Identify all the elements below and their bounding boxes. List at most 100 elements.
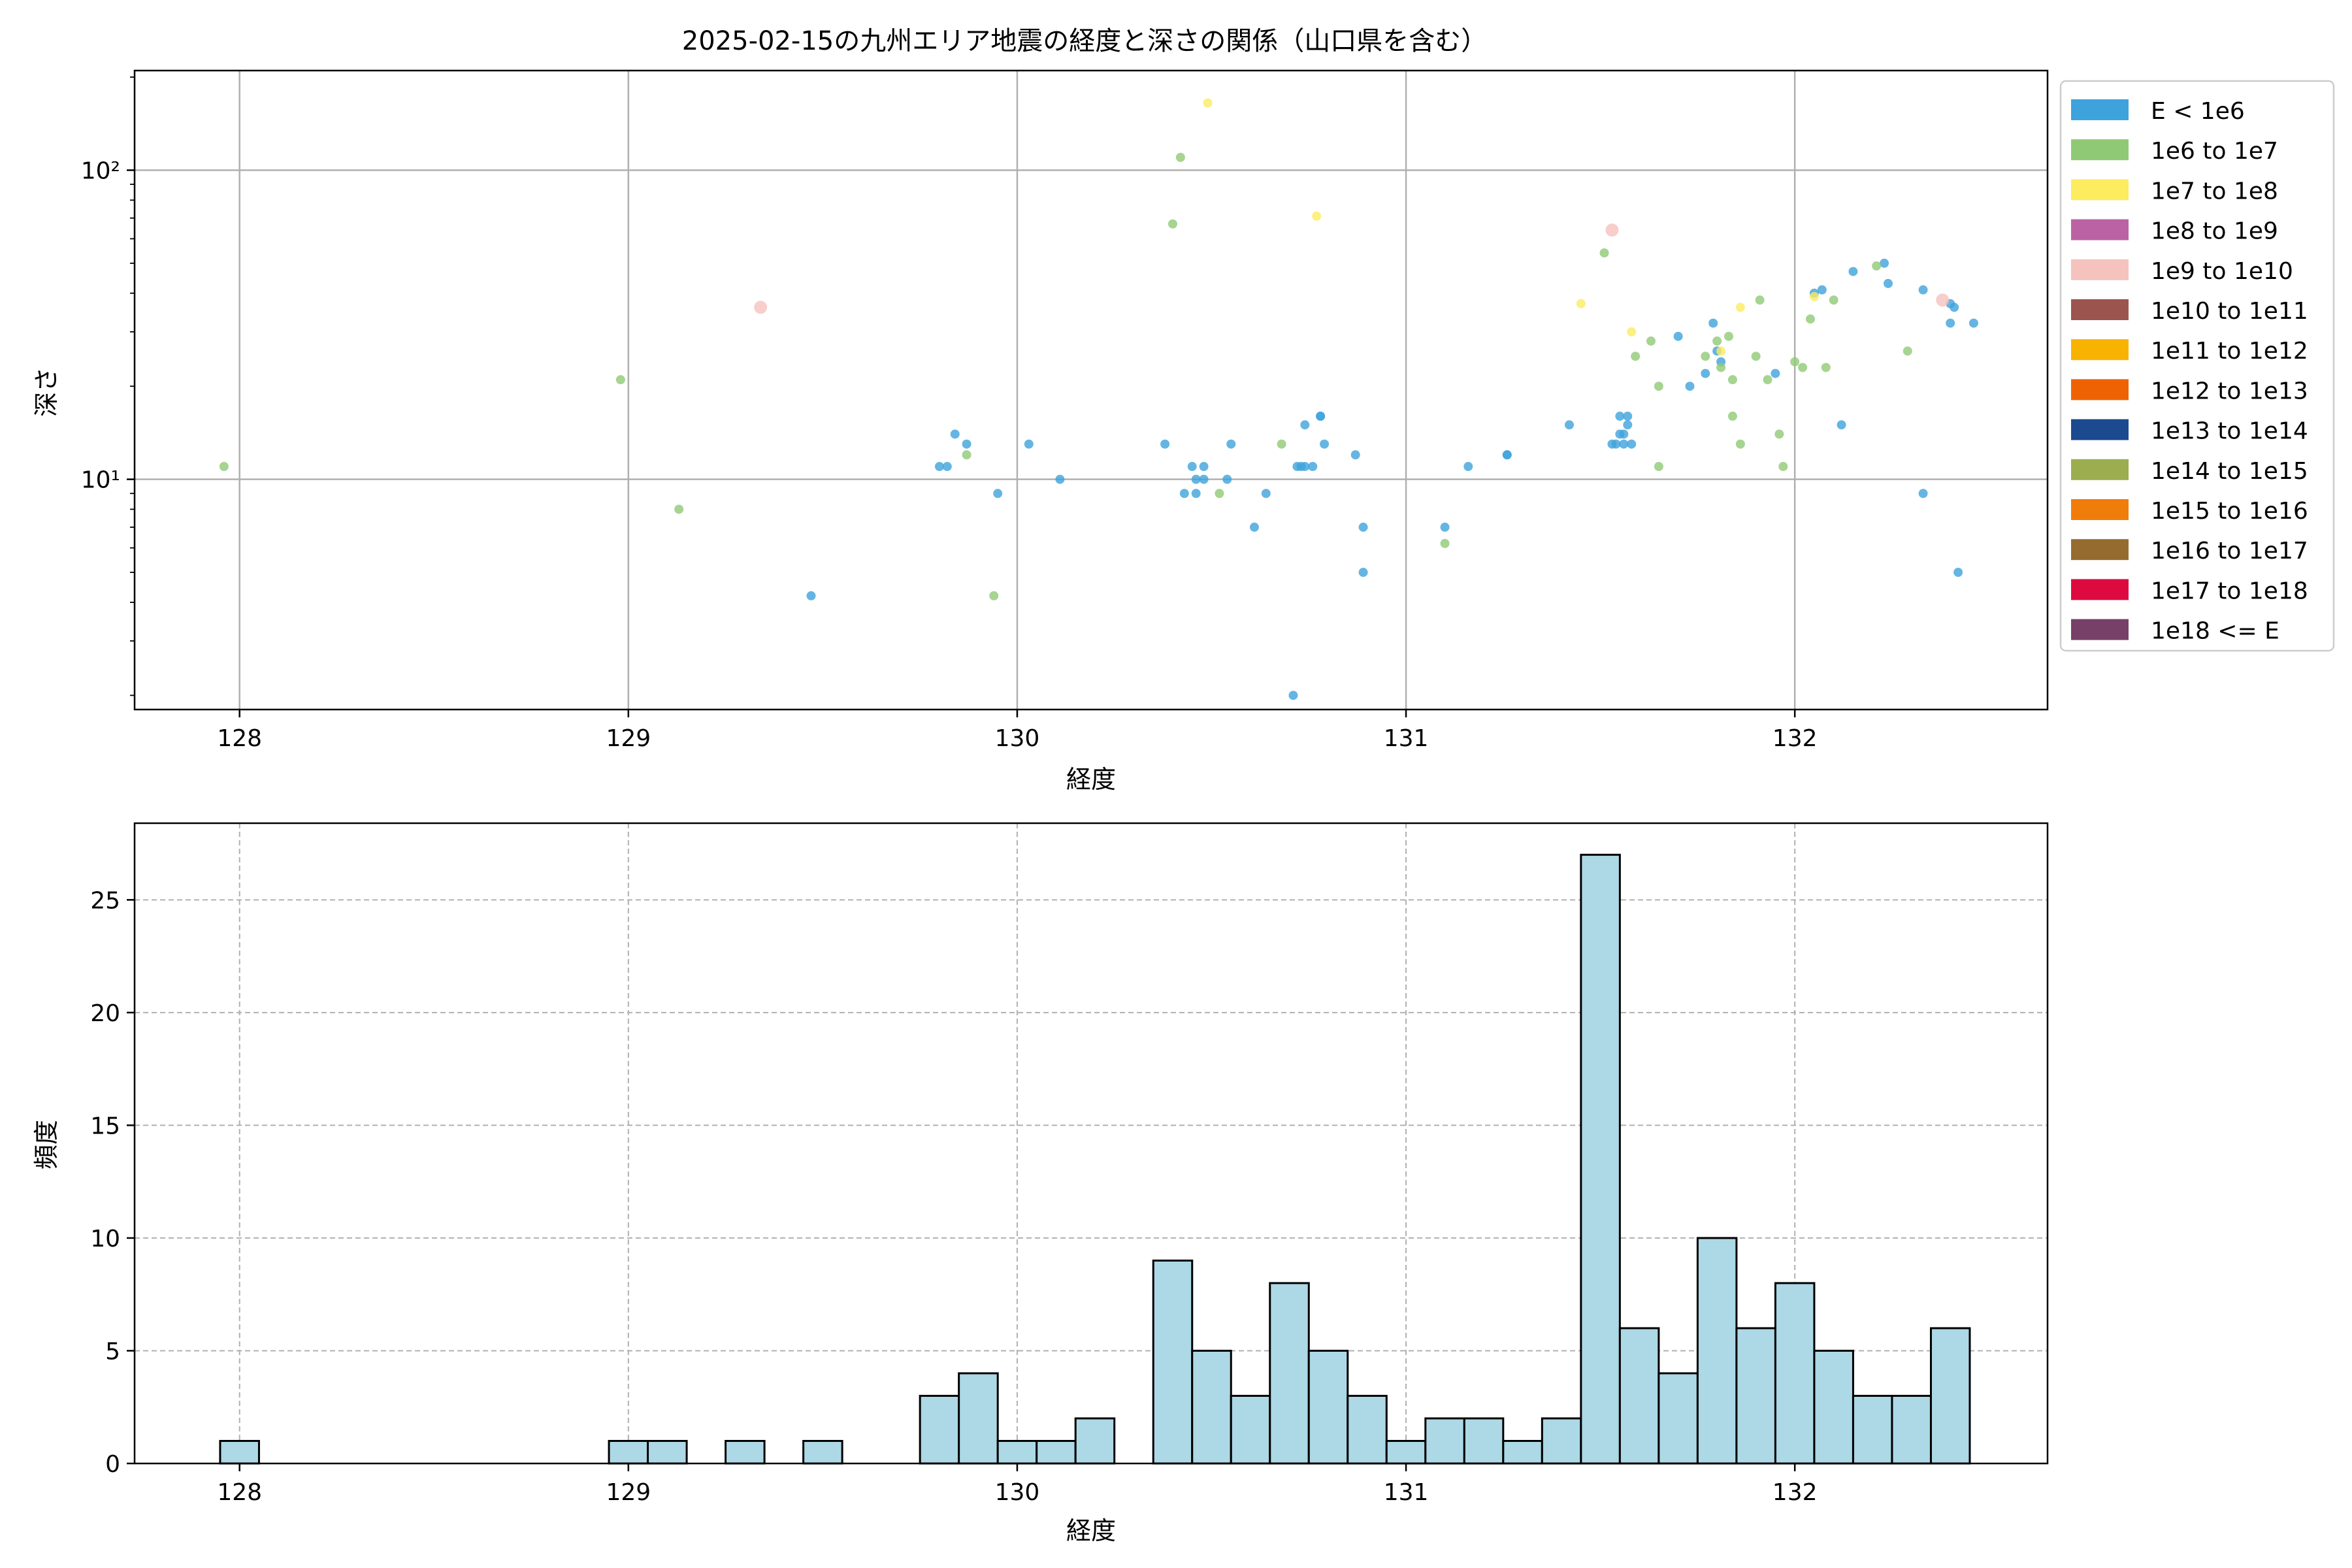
legend-label: 1e18 <= E — [2151, 618, 2279, 645]
histogram-bar — [1463, 1417, 1505, 1465]
scatter-point — [1918, 285, 1928, 295]
scatter-point — [1565, 420, 1574, 430]
scatter-point — [1463, 462, 1473, 472]
scatter-point — [1872, 261, 1882, 271]
scatter-plot-frame — [133, 69, 2049, 711]
scatter-x-tick-label: 129 — [606, 725, 651, 752]
scatter-point — [1727, 412, 1737, 421]
scatter-point — [1358, 522, 1368, 532]
scatter-point — [1611, 439, 1621, 449]
scatter-point — [1712, 336, 1722, 346]
histogram-bar — [1891, 1394, 1932, 1465]
histogram-bar — [1307, 1349, 1349, 1465]
scatter-x-ticks: 128 129 130 131 132 — [217, 710, 1818, 752]
scatter-point — [934, 462, 944, 472]
scatter-point — [1199, 474, 1209, 484]
scatter-point — [1350, 450, 1360, 460]
scatter-point — [1615, 412, 1625, 421]
scatter-point — [674, 504, 684, 514]
histogram-bar — [1580, 853, 1621, 1465]
legend-label: 1e12 to 1e13 — [2151, 378, 2308, 404]
scatter-point — [1848, 267, 1858, 276]
legend: E < 1e6 1e6 to 1e7 1e7 to 1e8 1e8 to 1e9 1e9… — [2059, 80, 2335, 652]
legend-swatch — [2071, 259, 2129, 280]
scatter-point — [1724, 331, 1733, 341]
histogram-bar — [1152, 1259, 1194, 1465]
legend-swatch — [2071, 139, 2129, 161]
scatter-point — [1222, 474, 1232, 484]
histogram-x-tick-label: 131 — [1384, 1479, 1429, 1506]
scatter-point — [1790, 357, 1800, 367]
histogram-y-tick-label: 5 — [105, 1338, 120, 1365]
legend-label: 1e13 to 1e14 — [2151, 418, 2308, 445]
histogram-x-axis-label: 経度 — [1066, 1516, 1116, 1545]
scatter-point — [1735, 302, 1745, 312]
histogram-bar — [958, 1372, 999, 1465]
histogram-bar — [725, 1439, 766, 1465]
scatter-point — [219, 462, 229, 472]
legend-label: 1e7 to 1e8 — [2151, 178, 2278, 204]
histogram-bar — [1696, 1237, 1738, 1465]
scatter-point — [1623, 412, 1633, 421]
histogram-y-ticks: 0 5 10 15 20 25 — [90, 887, 135, 1478]
scatter-point — [1312, 211, 1322, 221]
scatter-point — [962, 439, 972, 449]
histogram-bar — [1269, 1282, 1310, 1465]
legend-swatch — [2071, 539, 2129, 561]
scatter-panel: 2025-02-15の九州エリア地震の経度と深さの関係（山口県を含む） 128 1… — [32, 26, 2335, 794]
histogram-bar — [1230, 1394, 1271, 1465]
scatter-point — [1179, 489, 1189, 498]
scatter-point — [1673, 331, 1683, 341]
legend-frame — [2059, 80, 2335, 652]
scatter-point — [1631, 351, 1641, 361]
histogram-bar — [1191, 1349, 1232, 1465]
histogram-bar — [1347, 1394, 1388, 1465]
scatter-point — [1168, 219, 1177, 229]
scatter-point — [1576, 299, 1586, 308]
legend-swatch — [2071, 339, 2129, 361]
scatter-point — [615, 375, 625, 385]
scatter-point — [1160, 439, 1170, 449]
scatter-point — [1735, 439, 1745, 449]
scatter-point — [1771, 368, 1780, 378]
legend-label: 1e15 to 1e16 — [2151, 498, 2308, 525]
legend-label: 1e9 to 1e10 — [2151, 258, 2293, 285]
scatter-point — [1605, 223, 1619, 237]
scatter-point — [1829, 295, 1838, 305]
histogram-bar — [1774, 1282, 1816, 1465]
scatter-point — [1215, 489, 1224, 498]
scatter-y-tick-label: 10² — [81, 157, 120, 184]
scatter-point — [1440, 538, 1450, 548]
legend-swatch — [2071, 579, 2129, 600]
scatter-point — [1903, 346, 1912, 356]
scatter-point — [1599, 248, 1609, 258]
scatter-point — [1191, 474, 1201, 484]
scatter-point — [1191, 489, 1201, 498]
scatter-gridlines — [135, 71, 2048, 710]
histogram-bar — [1074, 1417, 1116, 1465]
histogram-bar — [1502, 1439, 1543, 1465]
scatter-point — [1175, 152, 1185, 162]
scatter-point — [1440, 522, 1450, 532]
scatter-point — [950, 429, 960, 439]
scatter-title: 2025-02-15の九州エリア地震の経度と深さの関係（山口県を含む） — [682, 26, 1487, 56]
histogram-x-tick-label: 128 — [217, 1479, 262, 1506]
histogram-bar — [1424, 1417, 1465, 1465]
scatter-point — [1316, 412, 1326, 421]
scatter-point — [1798, 363, 1808, 372]
scatter-point — [1774, 429, 1784, 439]
histogram-y-tick-label: 20 — [90, 1000, 120, 1027]
legend-swatch — [2071, 299, 2129, 320]
scatter-point — [1817, 285, 1827, 295]
legend-swatch — [2071, 379, 2129, 400]
legend-swatch — [2071, 619, 2129, 640]
histogram-bar — [1735, 1327, 1776, 1465]
scatter-point — [1619, 439, 1629, 449]
legend-swatch — [2071, 99, 2129, 120]
histogram-bar — [647, 1439, 688, 1465]
legend-label: 1e6 to 1e7 — [2151, 138, 2278, 165]
scatter-point — [1701, 368, 1710, 378]
scatter-y-tick-label: 10¹ — [81, 467, 120, 494]
histogram-bar — [1929, 1327, 1971, 1465]
